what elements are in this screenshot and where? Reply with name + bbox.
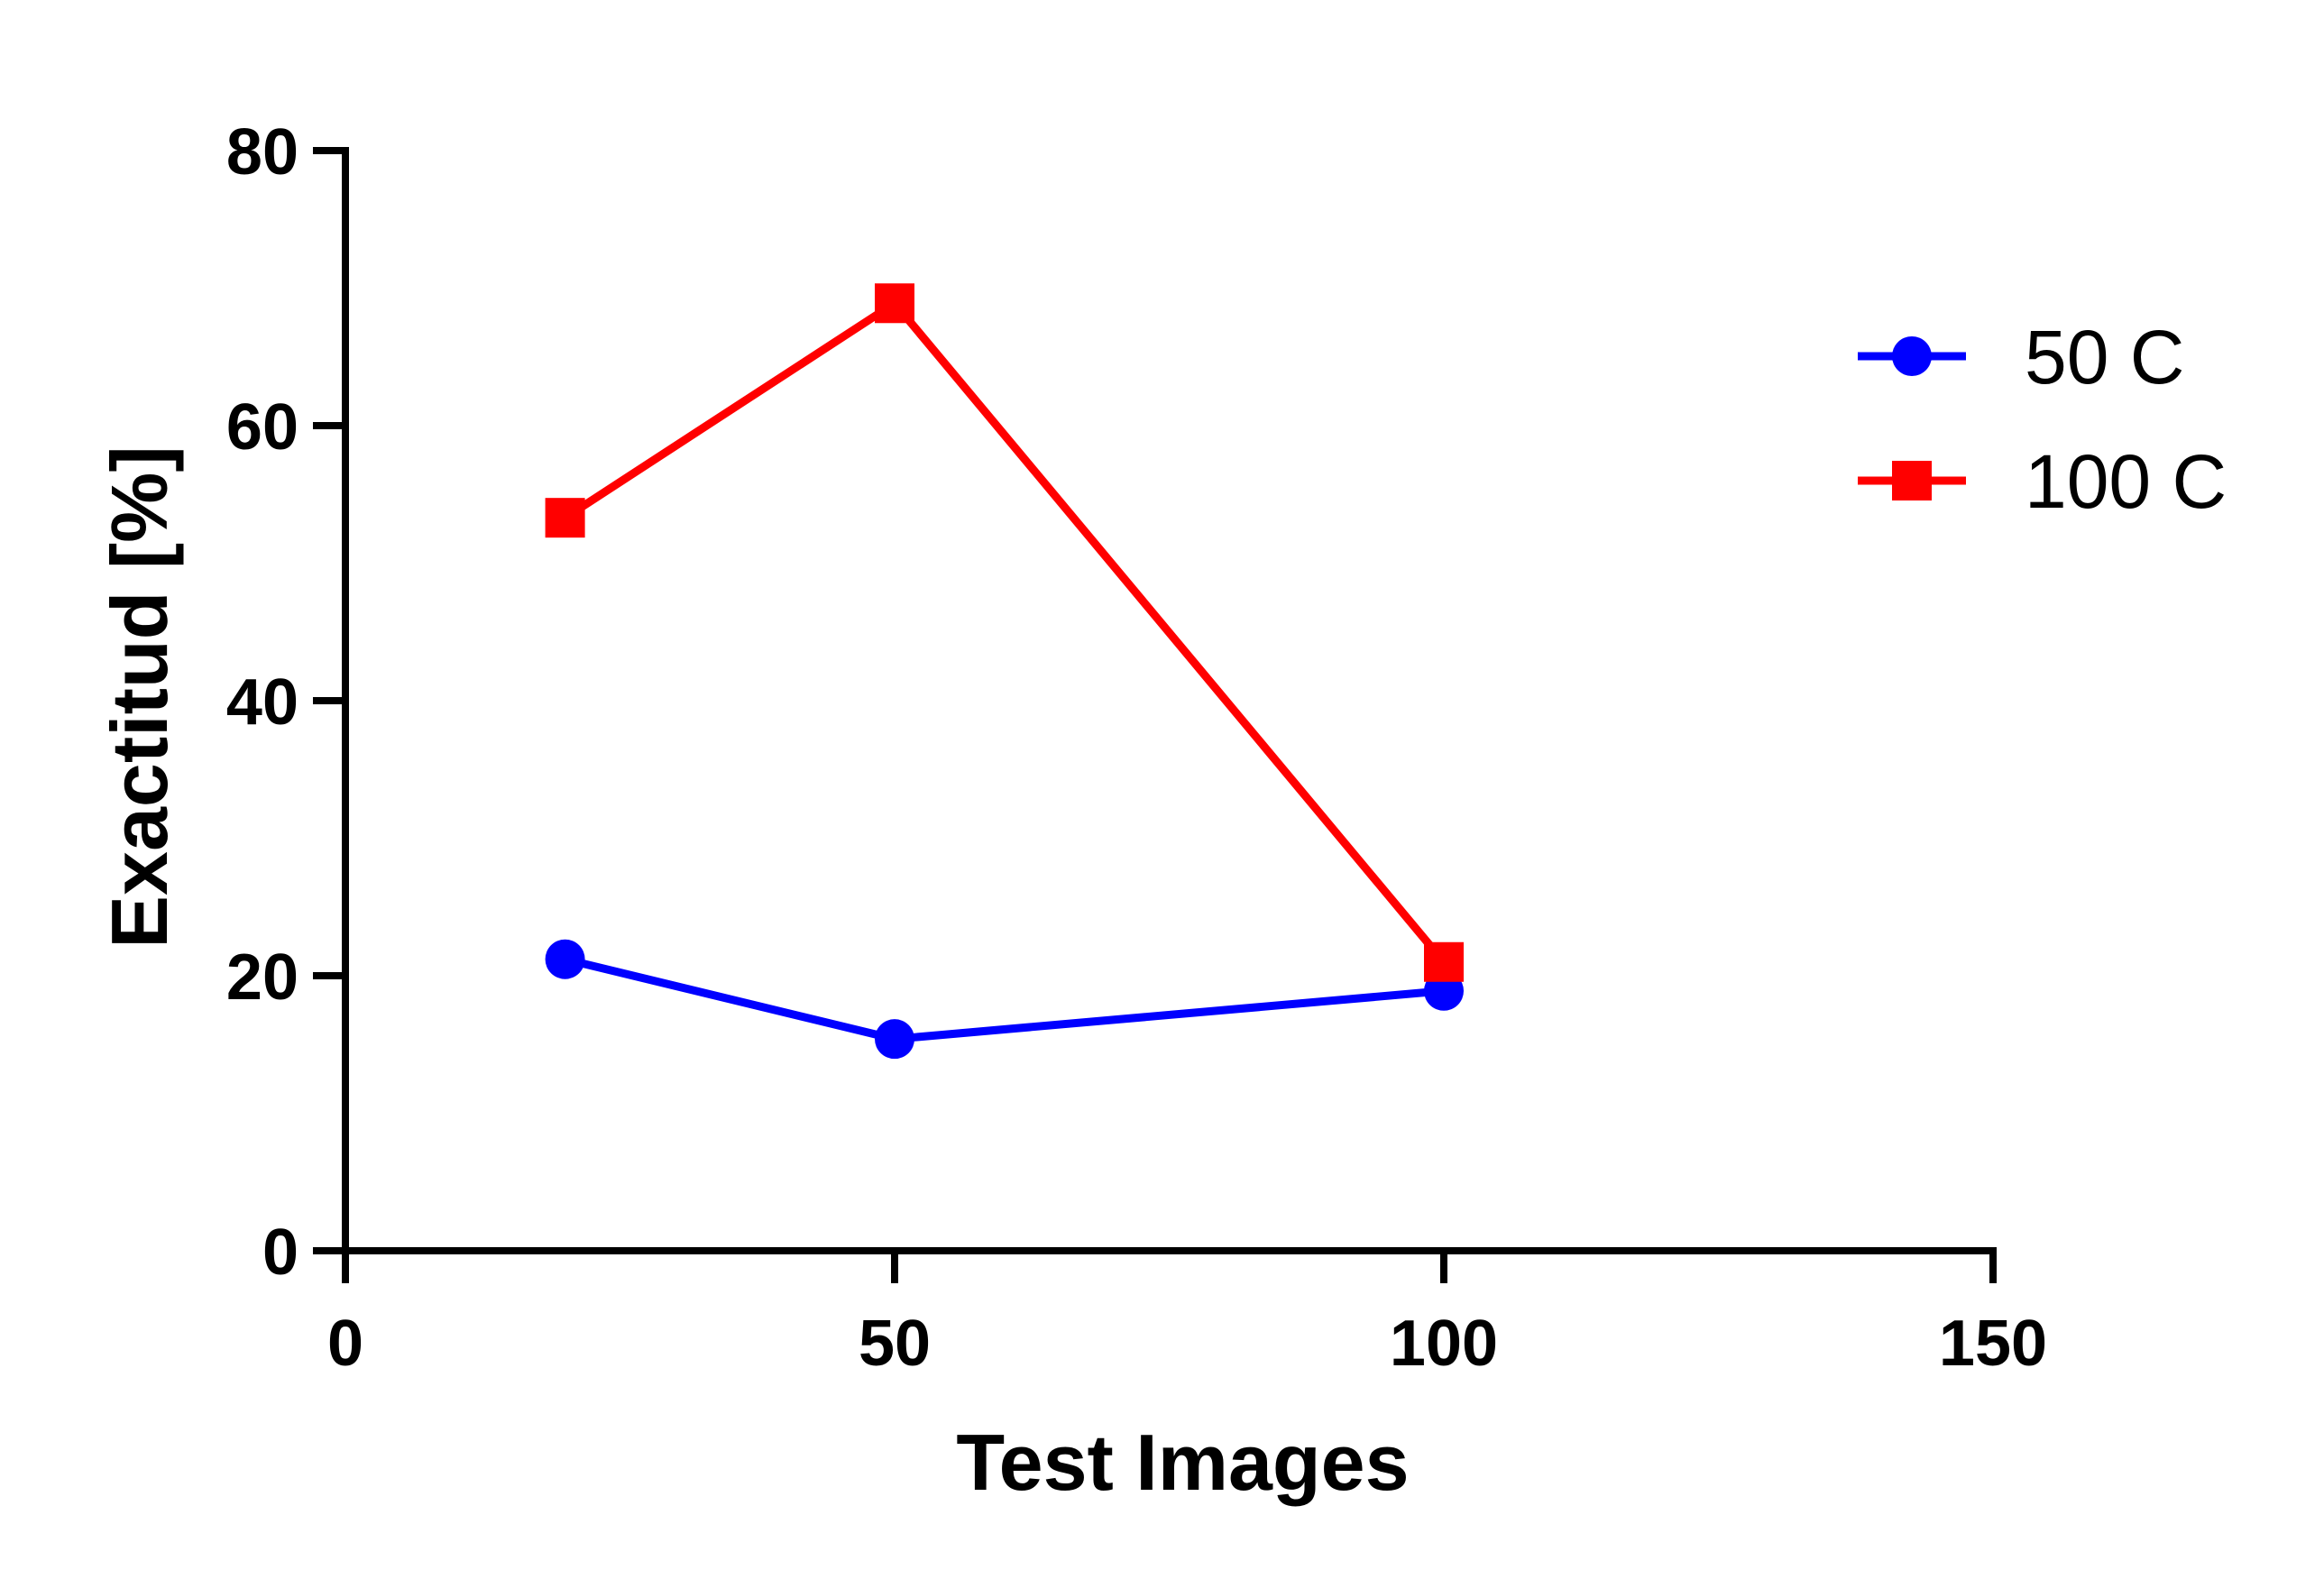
series-100-c xyxy=(545,283,1464,982)
legend-label: 50 C xyxy=(2025,315,2184,399)
y-axis-ticks: 0 20 40 60 80 xyxy=(226,116,345,1289)
data-point xyxy=(875,1019,914,1060)
legend-marker xyxy=(1892,461,1932,500)
x-tick-label: 50 xyxy=(859,1308,931,1380)
y-tick-label: 60 xyxy=(226,391,299,464)
data-point xyxy=(875,283,914,324)
legend-label: 100 C xyxy=(2025,439,2227,524)
y-tick-label: 0 xyxy=(262,1217,299,1289)
y-tick-label: 20 xyxy=(226,941,299,1014)
series-50-c xyxy=(545,939,1464,1060)
x-tick-label: 150 xyxy=(1939,1308,2047,1380)
series-line xyxy=(564,955,1445,1043)
data-point xyxy=(545,498,585,538)
legend-item: 100 C xyxy=(1858,439,2227,524)
y-tick-label: 80 xyxy=(226,116,299,188)
legend-marker xyxy=(1892,336,1932,376)
y-axis-title: Exactitud [%] xyxy=(95,445,184,948)
axes: 0 20 40 60 80 0 50 100 150 xyxy=(226,116,2047,1380)
x-axis-title: Test Images xyxy=(956,1418,1409,1507)
data-point xyxy=(545,939,585,979)
x-tick-label: 100 xyxy=(1390,1308,1498,1380)
x-axis-ticks: 0 50 100 150 xyxy=(327,1251,2047,1380)
x-tick-label: 0 xyxy=(327,1308,363,1380)
y-tick-label: 40 xyxy=(226,666,299,739)
series-line xyxy=(563,298,1447,965)
data-series xyxy=(545,283,1464,1060)
data-point xyxy=(1424,941,1464,982)
legend-item: 50 C xyxy=(1858,315,2184,399)
legend: 50 C 100 C xyxy=(1858,315,2227,524)
